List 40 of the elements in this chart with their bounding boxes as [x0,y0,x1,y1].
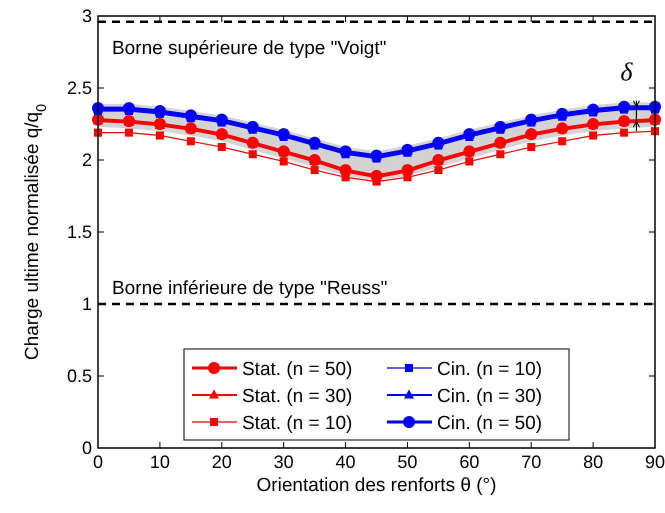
point [280,157,288,166]
legend-label: Stat. (n = 30) [242,386,352,407]
x-tick-label: 90 [644,452,665,472]
point [589,132,598,140]
point [186,137,195,146]
legend-label: Cin. (n = 10) [437,359,542,380]
x-tick-label: 20 [212,452,232,472]
x-tick-label: 50 [397,452,418,472]
point [558,137,566,146]
y-tick-label: 0 [82,438,92,458]
point [527,143,536,152]
y-tick-label: 0.5 [66,366,92,386]
x-tick-label: 80 [583,452,604,472]
point [465,157,474,166]
annotation: δ [620,57,634,86]
legend-label: Cin. (n = 50) [437,413,542,434]
point [248,150,257,158]
y-tick-label: 2 [82,150,92,170]
x-tick-label: 70 [521,452,542,472]
point [496,150,504,158]
y-tick-label: 2.5 [66,78,92,98]
x-axis-title: Orientation des renforts θ (°) [256,475,496,496]
point [434,166,442,174]
x-tick-label: 40 [336,452,356,472]
y-tick-label: 1.5 [66,222,92,242]
legend-label: Cin. (n = 30) [437,386,542,407]
legend-label: Stat. (n = 50) [242,359,352,380]
y-tick-label: 3 [82,6,92,26]
ref-line-label: Borne inférieure de type "Reuss" [112,278,388,299]
x-tick-label: 10 [150,452,170,472]
legend-label: Stat. (n = 10) [242,413,352,434]
point [310,166,319,174]
point [124,128,133,137]
point [620,128,628,137]
x-tick-label: 30 [274,452,294,472]
ref-line-label: Borne supérieure de type "Voigt" [112,38,386,59]
point [156,132,164,140]
y-tick-label: 1 [82,294,92,314]
x-tick-label: 60 [459,452,480,472]
point [218,143,226,152]
